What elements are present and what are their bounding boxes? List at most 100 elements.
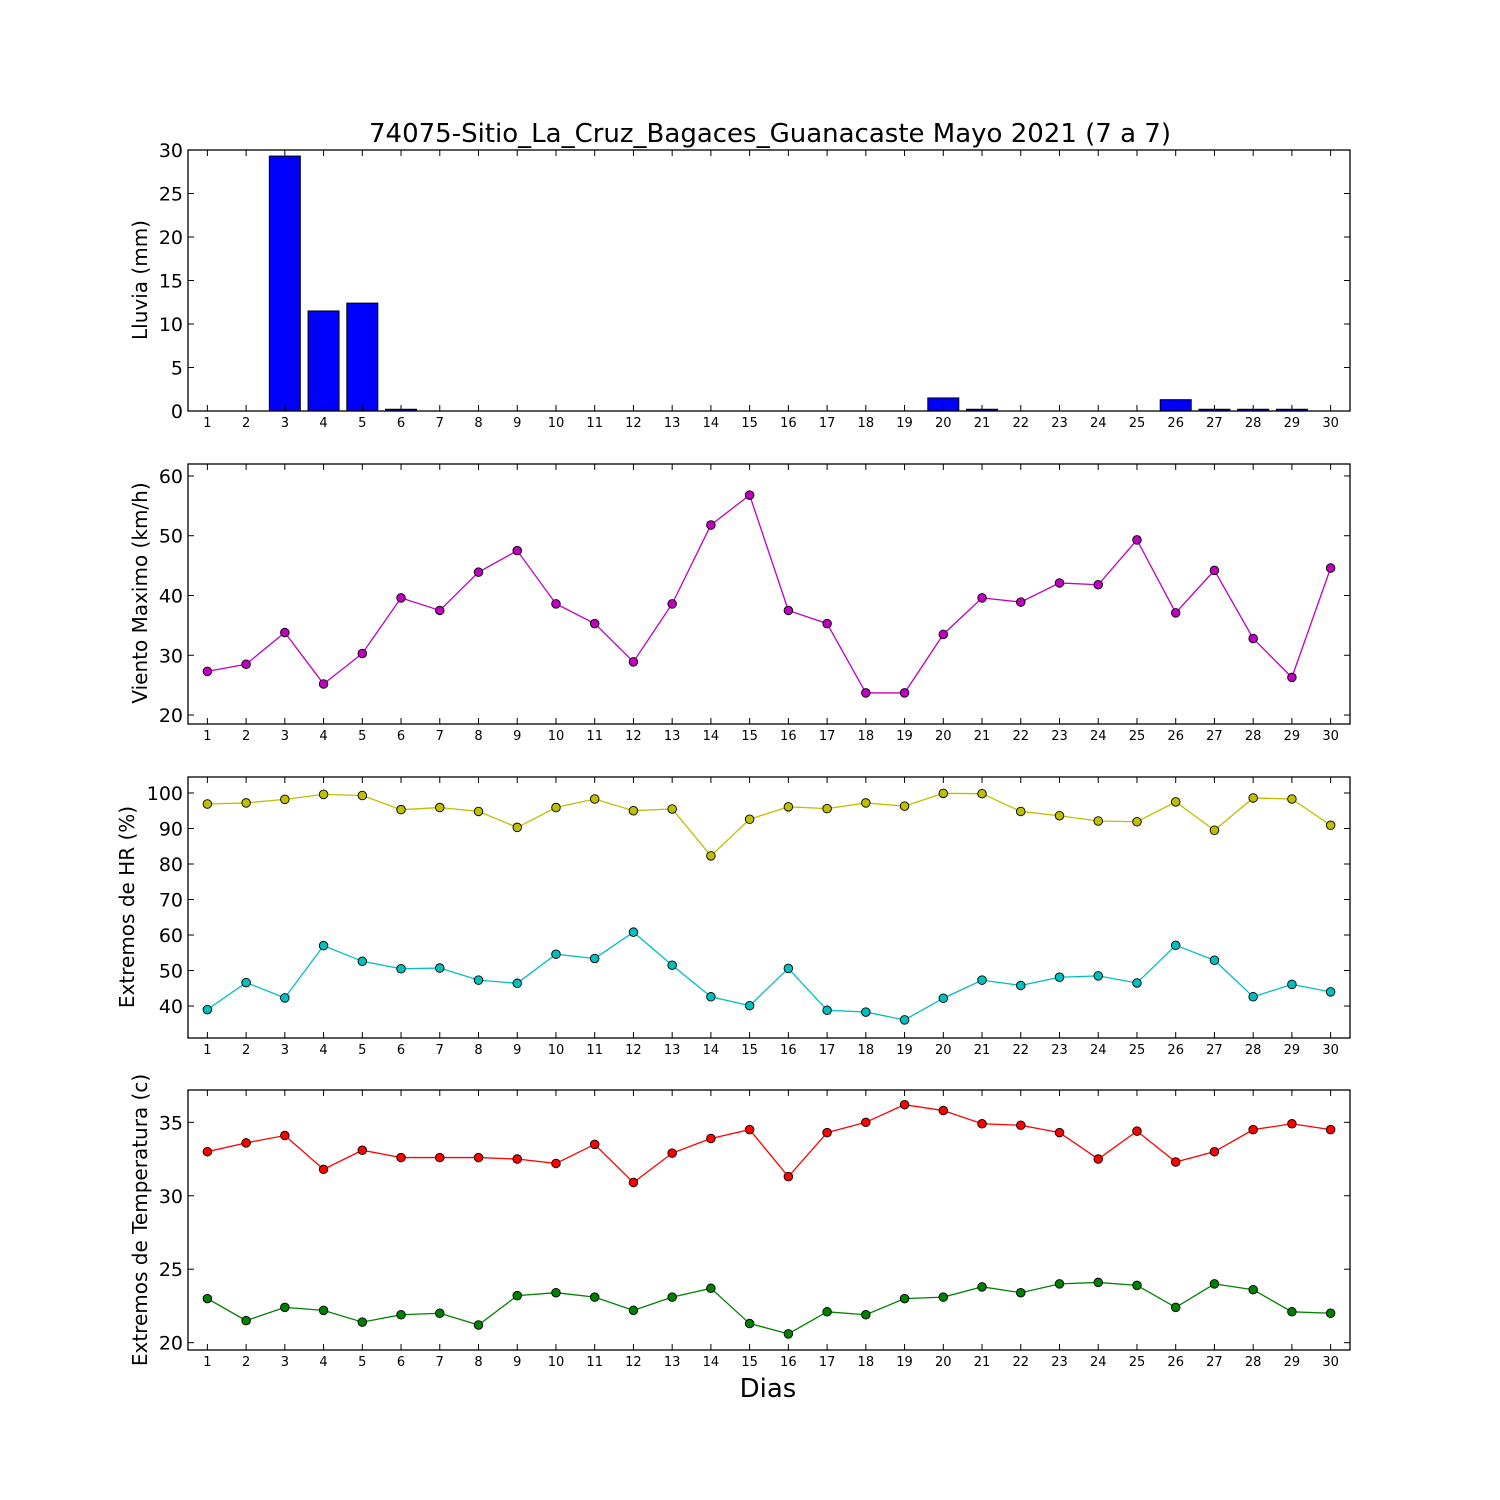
wind-x-tick-label: 21 — [974, 729, 991, 744]
wind-x-tick-label: 17 — [819, 729, 836, 744]
temperature-x-tick-label: 6 — [397, 1355, 405, 1370]
temperature-x-tick-label: 5 — [358, 1355, 366, 1370]
wind-x-tick-label: 13 — [664, 729, 681, 744]
wind-y-tick-label: 20 — [159, 705, 183, 727]
rain-y-tick-label: 25 — [159, 184, 183, 206]
humidity-series-2-point-day-3 — [280, 993, 290, 1003]
wind-x-tick-label: 16 — [780, 729, 797, 744]
temperature-x-tick-label: 3 — [281, 1355, 289, 1370]
wind-series-1-point-day-3 — [280, 627, 290, 638]
humidity-series-2-point-day-6 — [396, 964, 406, 974]
humidity-series-1-point-day-27 — [1209, 825, 1220, 836]
wind-series-1-point-day-8 — [473, 567, 484, 577]
humidity-series-2-point-day-16 — [783, 963, 794, 974]
rain-x-tick-label: 28 — [1245, 416, 1262, 431]
rain-x-tick-label: 1 — [203, 416, 211, 431]
rain-y-tick-label: 10 — [159, 314, 183, 336]
humidity-y-tick-label: 90 — [159, 818, 183, 840]
humidity-series-1-point-day-12 — [628, 805, 639, 816]
wind-series-1-point-day-18 — [861, 688, 871, 698]
temperature-x-tick-label: 16 — [780, 1355, 797, 1370]
rain-x-tick-label: 23 — [1051, 416, 1068, 431]
temperature-series-1-point-day-24 — [1093, 1154, 1103, 1164]
rain-x-tick-label: 18 — [858, 416, 875, 431]
temperature-series-2-point-day-20 — [938, 1292, 949, 1302]
wind-series-1-point-day-29 — [1287, 672, 1297, 683]
humidity-series-1-point-day-20 — [938, 788, 949, 799]
temperature-series-2-point-day-13 — [667, 1292, 677, 1302]
humidity-x-tick-label: 11 — [586, 1043, 603, 1058]
wind-series-1-point-day-21 — [977, 593, 987, 603]
wind-x-tick-label: 30 — [1322, 729, 1339, 744]
wind-series-1-point-day-2 — [241, 659, 251, 669]
humidity-x-tick-label: 14 — [703, 1043, 720, 1058]
temperature-series-2-point-day-18 — [861, 1309, 871, 1320]
temperature-series-1-point-day-2 — [241, 1138, 251, 1148]
humidity-y-tick-label: 80 — [159, 854, 183, 876]
temperature-series-1-point-day-15 — [744, 1124, 755, 1135]
temperature-series-2-point-day-21 — [977, 1282, 987, 1292]
rain-x-tick-label: 14 — [703, 416, 720, 431]
temperature-series-1-point-day-16 — [783, 1171, 794, 1182]
wind-series-1-point-day-5 — [357, 648, 368, 659]
wind-series-1-point-day-11 — [589, 618, 600, 629]
humidity-series-1-point-day-22 — [1016, 806, 1026, 817]
humidity-series-1-point-day-5 — [357, 790, 368, 801]
humidity-x-tick-label: 2 — [242, 1043, 250, 1058]
temperature-x-tick-label: 7 — [436, 1355, 444, 1370]
temperature-y-tick-label: 20 — [159, 1333, 183, 1355]
humidity-series-1-point-day-25 — [1132, 816, 1142, 827]
temperature-series-1-point-day-20 — [938, 1105, 949, 1116]
temperature-series-1-line — [207, 1104, 1331, 1184]
temperature-series-1-point-day-12 — [628, 1177, 639, 1188]
humidity-y-tick-label: 70 — [159, 890, 183, 912]
rain-x-tick-label: 9 — [513, 416, 521, 431]
temperature-series-1-point-day-14 — [706, 1133, 716, 1144]
temperature-series-2-point-day-27 — [1209, 1279, 1220, 1289]
humidity-x-tick-label: 12 — [625, 1043, 642, 1058]
humidity-x-tick-label: 23 — [1051, 1043, 1068, 1058]
wind-y-axis-label: Viento Maximo (km/h) — [128, 482, 152, 703]
wind-series-1-point-day-12 — [628, 657, 639, 667]
humidity-x-tick-label: 5 — [358, 1043, 366, 1058]
temperature-series-1-point-day-23 — [1054, 1127, 1065, 1138]
rain-x-tick-label: 30 — [1322, 416, 1339, 431]
humidity-x-tick-label: 6 — [397, 1043, 405, 1058]
humidity-series-1-point-day-28 — [1248, 793, 1258, 803]
humidity-x-tick-label: 1 — [203, 1043, 211, 1058]
humidity-series-2-point-day-11 — [589, 953, 600, 964]
humidity-series-2-line — [206, 931, 1331, 1021]
wind-series-1-point-day-28 — [1248, 633, 1258, 644]
temperature-series-1-point-day-11 — [589, 1139, 600, 1150]
rain-x-tick-label: 29 — [1284, 416, 1301, 431]
wind-x-tick-label: 23 — [1051, 729, 1068, 744]
temperature-series-2-point-day-23 — [1054, 1279, 1065, 1289]
temperature-x-tick-label: 12 — [625, 1355, 642, 1370]
wind-series-1-point-day-25 — [1132, 535, 1142, 545]
rain-x-tick-label: 3 — [281, 416, 289, 431]
rain-x-tick-label: 11 — [586, 416, 603, 431]
wind-series-1-point-day-22 — [1016, 597, 1026, 607]
wind-x-tick-label: 4 — [319, 729, 327, 744]
temperature-series-2-point-day-17 — [822, 1307, 832, 1317]
humidity-x-tick-label: 13 — [664, 1043, 681, 1058]
temperature-series-1-point-day-4 — [318, 1164, 329, 1175]
x-axis-label: Dias — [740, 1374, 797, 1404]
rain-x-tick-label: 27 — [1206, 416, 1223, 431]
wind-x-tick-label: 20 — [935, 729, 952, 744]
humidity-series-2-point-day-21 — [977, 975, 987, 985]
temperature-series-1-point-day-18 — [861, 1117, 871, 1128]
temperature-series-2-point-day-3 — [280, 1302, 290, 1313]
humidity-x-tick-label: 22 — [1012, 1043, 1029, 1058]
humidity-series-2-point-day-7 — [435, 963, 445, 973]
temperature-series-2-point-day-25 — [1132, 1280, 1142, 1291]
rain-y-tick-label: 0 — [171, 401, 183, 423]
wind-series-1-point-day-23 — [1054, 578, 1065, 588]
wind-series-1-point-day-14 — [706, 520, 716, 530]
wind-series-1-point-day-10 — [551, 599, 561, 609]
temperature-series-2-point-day-5 — [357, 1317, 368, 1327]
temperature-x-tick-label: 20 — [935, 1355, 952, 1370]
